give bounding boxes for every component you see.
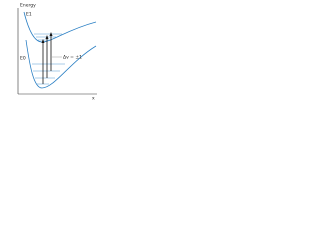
transition-label: Δv = ±1 [63, 55, 82, 61]
upper-levels [34, 33, 62, 41]
lower-curve-label: E0 [20, 56, 26, 62]
lower-curve [25, 39, 97, 89]
transitions [42, 34, 52, 84]
diagram: Energy x E1 E0 Δv = ±1 [17, 3, 97, 102]
y-axis-label: Energy [20, 3, 36, 9]
upper-curve [23, 11, 97, 43]
x-axis-label: x [92, 97, 95, 102]
lower-levels [32, 63, 65, 85]
arrow-heads [41, 32, 53, 43]
upper-curve-label: E1 [26, 12, 32, 18]
